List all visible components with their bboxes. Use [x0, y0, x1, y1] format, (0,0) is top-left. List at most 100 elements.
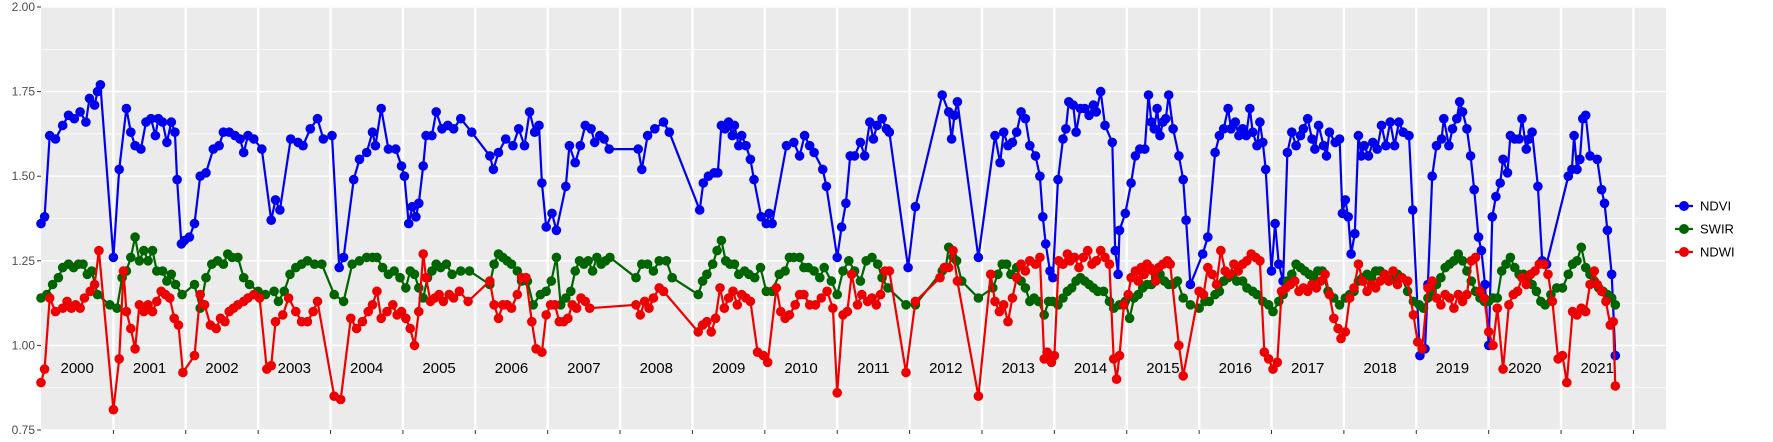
ndvi-point — [872, 120, 882, 131]
ndvi-point — [1465, 151, 1476, 161]
ndwi-point — [438, 296, 449, 307]
ndwi-point — [799, 289, 809, 300]
ndwi-point — [57, 303, 68, 314]
ndvi-point — [727, 130, 738, 141]
ndvi-point — [1436, 134, 1447, 144]
swir-point — [661, 255, 672, 266]
swir-point — [47, 279, 58, 290]
ndvi-point — [884, 127, 895, 137]
ndvi-point — [524, 107, 535, 117]
ndwi-point — [1315, 276, 1326, 286]
ndwi-point — [1488, 340, 1498, 351]
ndwi-point — [283, 293, 294, 303]
ndwi-point — [1592, 279, 1602, 290]
ndwi-point — [270, 316, 281, 327]
swir-point — [162, 276, 172, 286]
swir-point — [177, 289, 187, 300]
legend-marker — [1679, 247, 1689, 257]
ndwi-point — [1449, 303, 1459, 314]
ndwi-point — [173, 320, 184, 330]
ndvi-point — [1091, 107, 1102, 117]
ndvi-point — [95, 80, 106, 90]
ndvi-point — [946, 134, 957, 144]
ndwi-point — [1601, 296, 1611, 307]
ndwi-point — [541, 310, 551, 320]
swir-point — [302, 255, 313, 266]
ndvi-point — [1340, 195, 1351, 205]
ndvi-point — [1427, 171, 1437, 181]
ndwi-point — [1427, 276, 1437, 286]
ndvi-point — [249, 134, 259, 144]
ndwi-point — [118, 266, 129, 276]
ndwi-point — [846, 269, 857, 280]
ndvi-point — [734, 140, 744, 151]
ndvi-point — [162, 137, 172, 148]
ndwi-point — [816, 293, 827, 303]
ndwi-point — [75, 303, 85, 314]
swir-point — [1501, 259, 1511, 270]
ndvi-point — [1372, 144, 1382, 154]
ndwi-point — [635, 310, 646, 320]
ndvi-point — [170, 127, 180, 137]
ndvi-point — [1095, 86, 1106, 97]
swir-point — [838, 266, 848, 276]
ndwi-point — [1344, 293, 1355, 303]
ndwi-point — [1324, 289, 1335, 300]
ndvi-point — [50, 134, 61, 144]
year-label: 2007 — [567, 360, 600, 377]
ndwi-point — [89, 279, 100, 290]
ndvi-point — [1502, 168, 1513, 178]
ndvi-point — [877, 113, 887, 124]
ndwi-point — [1078, 252, 1089, 263]
ndvi-point — [821, 181, 832, 192]
ndwi-point — [702, 316, 712, 327]
ndvi-point — [537, 178, 547, 188]
ndvi-point — [575, 140, 586, 151]
swir-point — [506, 259, 517, 270]
ndvi-point — [1274, 259, 1284, 270]
swir-point — [1540, 300, 1550, 310]
ndvi-point — [1178, 174, 1188, 185]
series-ndwi — [36, 245, 1621, 415]
ndvi-point — [1480, 279, 1490, 290]
ndvi-point — [1517, 113, 1527, 124]
ndvi-point — [403, 218, 414, 229]
year-label: 2004 — [350, 360, 383, 377]
ndvi-point — [1025, 140, 1035, 151]
ndvi-point — [756, 212, 766, 222]
ndwi-point — [990, 296, 1000, 307]
ndvi-point — [266, 215, 277, 225]
ndvi-point — [1038, 212, 1048, 222]
swir-point — [707, 259, 718, 270]
ndwi-point — [1224, 269, 1235, 280]
swir-point — [702, 269, 712, 280]
year-label: 2015 — [1146, 360, 1179, 377]
ndwi-point — [1211, 279, 1222, 290]
ndvi-point — [713, 168, 723, 178]
ndvi-point — [1247, 127, 1258, 137]
swir-point — [285, 269, 295, 280]
legend: NDVI SWIR NDWI — [1675, 199, 1735, 260]
y-tick-label: 2.00 — [12, 0, 36, 14]
swir-point — [130, 232, 140, 242]
ndvi-point — [995, 157, 1005, 168]
ndvi-point — [1110, 245, 1120, 256]
ndwi-point — [493, 313, 504, 324]
ndvi-point — [235, 134, 245, 144]
swir-point — [844, 255, 854, 266]
ndvi-point — [1163, 90, 1174, 100]
swir-point — [309, 259, 320, 270]
ndvi-point — [1346, 249, 1356, 259]
ndvi-point — [1245, 103, 1255, 114]
ndvi-point — [1161, 113, 1171, 124]
ndvi-point — [383, 144, 394, 154]
swir-point — [826, 276, 837, 286]
ndvi-point — [1585, 151, 1595, 161]
legend-item-ndvi: NDVI — [1675, 199, 1731, 214]
ndvi-point — [868, 134, 879, 144]
swir-point — [112, 303, 122, 314]
swir-point — [1268, 306, 1278, 317]
ndvi-point — [1457, 107, 1468, 117]
ndvi-point — [1569, 130, 1579, 141]
ndvi-point — [431, 107, 442, 117]
